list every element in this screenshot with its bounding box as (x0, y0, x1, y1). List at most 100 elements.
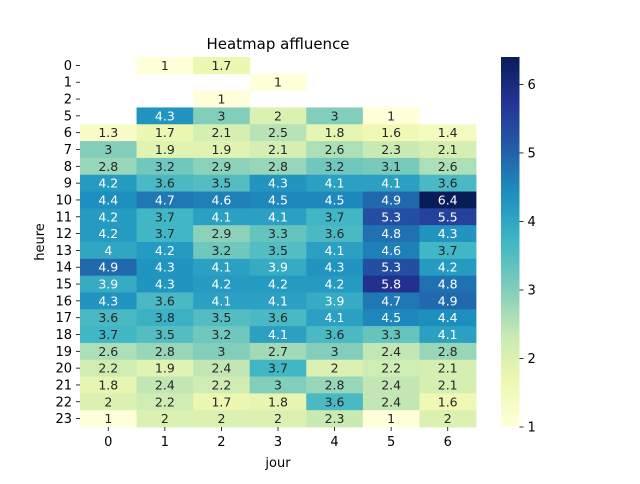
cell-value-label: 4.4 (438, 310, 458, 325)
cell-value-label: 3.6 (98, 310, 118, 325)
cell-value-label: 1 (274, 75, 282, 90)
cell-value-label: 4.2 (98, 226, 118, 241)
cell-value-label: 3 (331, 108, 339, 123)
heatmap-cell (80, 191, 137, 209)
cell-value-label: 2.1 (211, 125, 231, 140)
cell-value-label: 1.7 (211, 394, 231, 409)
cell-value-label: 3.6 (155, 293, 175, 308)
cell-value-label: 2.8 (268, 159, 288, 174)
cell-value-label: 3.6 (438, 176, 458, 191)
heatmap-cell (249, 292, 307, 310)
cell-value-label: 2 (161, 411, 169, 426)
heatmap-cell (193, 275, 251, 293)
heatmap-cell (80, 242, 137, 260)
heatmap-cell (249, 342, 307, 361)
heatmap-cell (136, 174, 194, 192)
heatmap-cell (419, 275, 477, 293)
cell-value-label: 4.3 (438, 226, 458, 241)
cell-value-label: 4.2 (325, 277, 345, 292)
cell-value-label: 3.6 (268, 310, 288, 325)
heatmap-cell (193, 174, 251, 192)
cell-value-label: 4.6 (381, 243, 401, 258)
heatmap-cell (249, 157, 307, 176)
heatmap-cell (362, 326, 420, 344)
cell-value-label: 3.2 (211, 243, 231, 258)
cell-value-label: 2.5 (268, 125, 288, 140)
heatmap-cell (136, 275, 194, 293)
cell-value-label: 3.6 (155, 176, 175, 191)
heatmap-cell (419, 309, 477, 327)
heatmap-cell (306, 141, 364, 159)
cell-value-label: 4.7 (155, 192, 175, 207)
heatmap-cell (306, 157, 364, 176)
heatmap-cell (249, 191, 307, 209)
heatmap-cell (306, 326, 364, 344)
heatmap-cell (193, 292, 251, 310)
heatmap-cell (193, 208, 251, 226)
heatmap-cell (80, 292, 137, 310)
cell-value-label: 2.4 (211, 361, 231, 376)
cell-value-label: 4.9 (381, 192, 401, 207)
y-tick-label: 15 (55, 278, 72, 293)
y-tick-label: 13 (55, 244, 72, 259)
cell-value-label: 3 (217, 344, 225, 359)
cell-value-label: 4.3 (155, 260, 175, 275)
heatmap-cell (249, 141, 307, 159)
colorbar-tick-label: 6 (528, 78, 536, 93)
heatmap-cell (80, 359, 137, 377)
cell-value-label: 4.2 (268, 277, 288, 292)
heatmap-cell (193, 309, 251, 327)
cell-value-label: 3.5 (211, 176, 231, 191)
y-tick-label: 18 (55, 328, 72, 343)
cell-value-label: 2.2 (381, 361, 401, 376)
heatmap-cell (249, 258, 307, 277)
heatmap-cell (249, 242, 307, 260)
heatmap-cell (136, 124, 194, 142)
heatmap-cell (249, 174, 307, 192)
cell-value-label: 3.1 (381, 159, 401, 174)
heatmap-cell (306, 376, 364, 394)
heatmap-cell (419, 141, 477, 159)
heatmap-cell (136, 57, 194, 75)
colorbar-tick-label: 3 (528, 283, 536, 298)
y-tick-label: 20 (55, 362, 72, 377)
y-tick-label: 1 (64, 76, 72, 91)
heatmap-cell (419, 208, 477, 226)
heatmap-cell (306, 393, 364, 411)
cell-value-label: 4.1 (325, 176, 345, 191)
y-tick-label: 11 (55, 210, 72, 225)
cell-value-label: 4.1 (268, 209, 288, 224)
cell-value-label: 4.2 (155, 243, 175, 258)
cell-value-label: 3.7 (155, 209, 175, 224)
heatmap-cell (193, 141, 251, 159)
heatmap-cell (80, 309, 137, 327)
heatmap-cell (80, 124, 137, 142)
heatmap-cell (362, 342, 420, 361)
x-tick-label: 3 (274, 435, 282, 450)
heatmap-cell (249, 376, 307, 394)
heatmap-cell (362, 275, 420, 293)
heatmap-cell (249, 275, 307, 293)
heatmap-cell (193, 376, 251, 394)
cell-value-label: 4.2 (98, 209, 118, 224)
cell-value-label: 2.9 (211, 159, 231, 174)
heatmap-cell (193, 342, 251, 361)
y-tick-label: 6 (64, 126, 72, 141)
cell-value-label: 3.6 (325, 226, 345, 241)
cell-value-label: 4.3 (325, 260, 345, 275)
heatmap-cell (419, 242, 477, 260)
heatmap-cell (306, 258, 364, 277)
cell-value-label: 3.7 (155, 226, 175, 241)
cell-value-label: 2 (444, 411, 452, 426)
y-tick-label: 12 (55, 227, 72, 242)
heatmap-cell (136, 292, 194, 310)
cell-value-label: 1.9 (211, 142, 231, 157)
y-tick-label: 8 (64, 160, 72, 175)
heatmap-cell (306, 342, 364, 361)
cell-value-label: 3.9 (98, 277, 118, 292)
heatmap-cell (306, 292, 364, 310)
cell-value-label: 4.8 (438, 277, 458, 292)
cell-value-label: 1.8 (98, 377, 118, 392)
